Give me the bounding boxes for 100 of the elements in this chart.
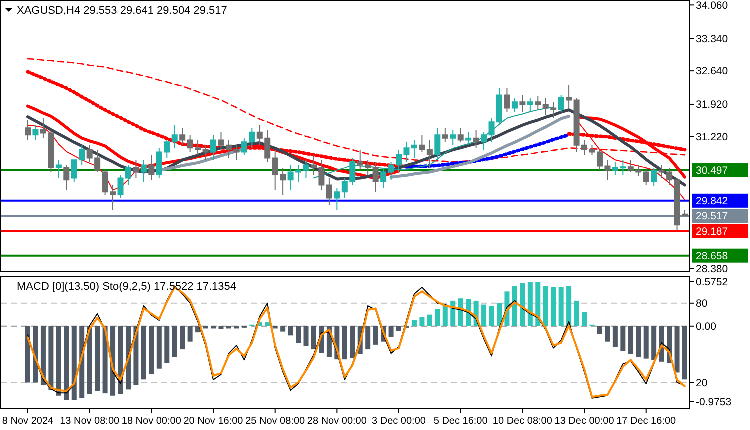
y-tick-label: 0.5752: [696, 276, 728, 289]
candlestick: [210, 134, 217, 161]
bar: [388, 326, 394, 338]
chart-title: XAGUSD,H4 29.553 29.641 29.504 29.517: [17, 5, 228, 17]
bar: [412, 320, 417, 326]
x-tick-label: 18 Nov 00:00: [122, 416, 182, 427]
x-tick-label: 20 Nov 16:00: [184, 416, 244, 427]
x-tick-label: 28 Nov 00:00: [307, 416, 368, 427]
bar: [620, 326, 626, 352]
bar: [56, 326, 62, 396]
candlestick: [535, 96, 542, 111]
x-tick-label: 8 Nov 2024: [2, 416, 54, 427]
ref-line-label: 29.187: [696, 226, 728, 238]
bar: [482, 304, 487, 326]
candlestick: [202, 144, 209, 161]
ref-line-label: 30.497: [696, 165, 728, 178]
ref-line-label: 29.842: [696, 196, 728, 208]
x-tick-label: 13 Dec 00:00: [554, 416, 615, 427]
bar: [396, 326, 402, 332]
bar: [682, 326, 688, 380]
x-tick-label: 25 Nov 08:00: [246, 416, 306, 427]
candlestick: [466, 132, 472, 146]
chart-title: MACD [0](13,50) Sto(9,2,5) 17.5522 17.1354: [17, 281, 237, 293]
bar: [427, 314, 432, 326]
candlestick: [504, 88, 510, 113]
bar: [118, 326, 124, 394]
bar: [87, 326, 92, 394]
bar: [420, 317, 425, 326]
bar: [156, 326, 162, 369]
candlestick: [180, 128, 186, 146]
bar: [373, 326, 378, 345]
bar: [605, 326, 610, 342]
x-tick-label: 17 Dec 16:00: [616, 416, 677, 427]
bar: [543, 286, 548, 326]
bar: [435, 309, 440, 326]
bar: [450, 300, 456, 326]
y-tick-label: 28.380: [696, 263, 728, 276]
candlestick: [303, 160, 310, 179]
candlestick: [133, 160, 140, 179]
bar: [458, 298, 464, 326]
candlestick: [651, 168, 658, 187]
candlestick: [458, 128, 464, 143]
candlestick: [442, 128, 448, 143]
bar: [218, 326, 224, 330]
bar: [652, 326, 657, 360]
candlestick: [558, 94, 564, 113]
bar: [95, 326, 100, 392]
bar: [520, 283, 526, 326]
bar: [33, 326, 38, 383]
line-series: [313, 106, 554, 179]
candlestick: [527, 97, 534, 113]
bar: [512, 286, 518, 326]
y2-tick-label: 80: [696, 298, 708, 310]
bar: [265, 322, 270, 326]
bar: [342, 326, 348, 360]
y-tick-label: 32.640: [696, 66, 728, 78]
bar: [628, 326, 634, 354]
candlestick: [450, 130, 456, 146]
candlestick: [56, 160, 62, 179]
bar: [311, 326, 316, 350]
candlestick: [481, 132, 488, 150]
candlestick: [372, 162, 379, 193]
x-tick-label: 3 Dec 00:00: [372, 416, 426, 427]
candlestick: [643, 168, 650, 186]
bar: [366, 326, 371, 350]
bar: [489, 306, 494, 326]
candlestick: [32, 124, 39, 141]
y-tick-label: 34.060: [696, 0, 728, 12]
bar: [141, 326, 146, 380]
bar: [304, 326, 309, 346]
ref-line-label: 28.658: [696, 250, 728, 263]
bar: [566, 286, 572, 326]
candlestick: [218, 132, 224, 150]
bar: [612, 326, 618, 348]
candlestick: [334, 188, 340, 211]
bar: [64, 326, 70, 401]
candlestick: [64, 164, 70, 191]
candlestick: [426, 140, 433, 169]
bar: [582, 312, 588, 326]
bar: [350, 326, 356, 358]
bar: [296, 326, 302, 344]
bar: [280, 326, 286, 332]
y-tick-label: -0.9753: [696, 396, 732, 408]
bar: [180, 326, 186, 350]
candlestick: [380, 168, 387, 189]
bar: [597, 326, 602, 334]
bar: [528, 282, 533, 326]
bar: [536, 282, 541, 326]
candlestick: [172, 124, 178, 149]
y-tick-label: 31.920: [696, 99, 728, 112]
candlestick: [520, 94, 526, 113]
bar: [26, 326, 30, 383]
bar: [558, 287, 564, 326]
x-tick-label: 5 Dec 16:00: [434, 416, 488, 427]
bar: [636, 326, 642, 358]
candlestick: [419, 134, 426, 153]
bar: [442, 304, 448, 326]
y-tick-label: 31.220: [696, 132, 728, 144]
bar: [164, 326, 170, 364]
bar: [149, 326, 154, 374]
